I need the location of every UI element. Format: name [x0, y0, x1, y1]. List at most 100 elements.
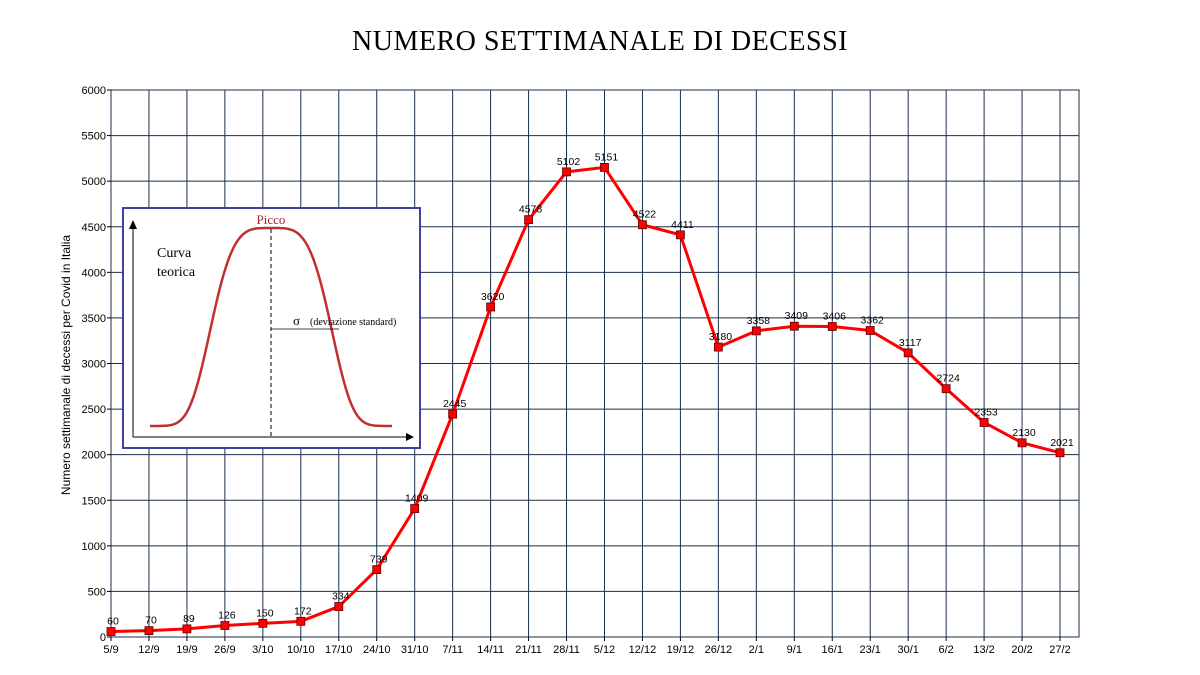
x-tick-label: 31/10: [401, 644, 429, 656]
data-point: [1055, 448, 1065, 458]
data-point: [562, 167, 571, 177]
data-label: 2021: [1050, 437, 1074, 449]
inset-sigma-symbol: σ: [293, 313, 300, 328]
x-tick-label: 26/12: [705, 644, 733, 656]
x-tick-label: 6/2: [938, 644, 953, 656]
x-tick-label: 10/10: [287, 644, 315, 656]
data-point: [751, 326, 761, 336]
chart-title: NUMERO SETTIMANALE DI DECESSI: [352, 26, 848, 57]
inset-x-arrow-icon: [406, 433, 414, 441]
data-point: [789, 321, 799, 331]
y-axis-ticks: 0 500 1000 1500 2000 2500 3000 3500 4000 4500 5000…: [82, 85, 111, 644]
data-point: [220, 621, 230, 630]
data-point: [1017, 438, 1027, 448]
data-label: 4522: [633, 209, 657, 221]
y-tick-label: 4000: [82, 267, 106, 279]
data-label: 3117: [899, 337, 922, 349]
data-labels: 60 70 89 126 150 172 334 739 1409 2445 3620 4578 510…: [107, 151, 1074, 627]
y-tick-label: 1500: [82, 495, 106, 507]
data-point: [372, 565, 382, 575]
data-point: [182, 624, 192, 634]
x-tick-label: 16/1: [822, 644, 843, 656]
data-point: [941, 384, 951, 394]
inset-y-arrow-icon: [129, 220, 137, 229]
data-label: 2724: [936, 373, 960, 385]
x-tick-label: 24/10: [363, 644, 391, 656]
x-tick-label: 14/11: [477, 644, 504, 656]
y-tick-label: 500: [88, 586, 106, 598]
data-label: 3362: [861, 314, 885, 326]
inset-peak-label: Picco: [257, 212, 286, 227]
data-point: [144, 626, 154, 636]
data-point: [827, 322, 837, 331]
x-tick-label: 5/9: [103, 644, 118, 656]
data-point: [638, 220, 647, 230]
data-label: 739: [370, 554, 388, 566]
x-tick-label: 27/2: [1049, 644, 1070, 656]
x-tick-label: 12/12: [629, 644, 657, 656]
x-tick-label: 17/10: [325, 644, 353, 656]
x-axis-ticks: 5/9 12/9 19/9 26/9 3/10 10/10 17/10 24/10 31/10 7…: [103, 637, 1071, 656]
x-tick-label: 26/9: [214, 644, 235, 656]
series-line: [110, 165, 1061, 634]
inset-sigma-label: (deviazione standard): [310, 317, 396, 328]
data-label: 150: [256, 607, 274, 619]
y-tick-label: 1000: [82, 541, 106, 553]
data-point: [410, 504, 420, 513]
inset-title-line-2: teorica: [157, 265, 196, 280]
y-tick-label: 2000: [82, 450, 106, 462]
x-tick-label: 12/9: [138, 644, 159, 656]
inset-theoretical-curve: Picco Curva teorica σ (deviazione standard): [122, 207, 421, 449]
data-point: [713, 342, 723, 352]
x-tick-label: 2/1: [749, 644, 764, 656]
inset-curve: [150, 226, 392, 428]
data-point: [865, 326, 875, 335]
y-tick-label: 5500: [82, 131, 106, 143]
x-tick-label: 7/11: [442, 644, 463, 656]
data-label: 1409: [405, 493, 429, 505]
data-point: [600, 163, 609, 172]
data-point: [979, 418, 989, 427]
y-tick-label: 3500: [82, 313, 106, 325]
data-point: [334, 602, 344, 611]
x-tick-label: 5/12: [594, 644, 615, 656]
y-tick-label: 2500: [82, 404, 106, 416]
data-point: [903, 348, 913, 358]
x-tick-label: 3/10: [252, 644, 273, 656]
y-tick-label: 5000: [82, 176, 106, 188]
data-label: 334: [332, 591, 350, 603]
data-label: 70: [145, 615, 157, 627]
x-tick-label: 13/2: [973, 644, 994, 656]
data-label: 2353: [974, 406, 998, 418]
data-label: 3180: [709, 331, 733, 343]
y-tick-label: 3000: [82, 359, 106, 371]
data-series: [106, 163, 1065, 636]
data-label: 3358: [747, 315, 771, 327]
x-tick-label: 30/1: [897, 644, 918, 656]
x-tick-label: 9/1: [787, 644, 802, 656]
data-label: 3409: [785, 310, 809, 322]
data-point: [296, 616, 306, 626]
data-label: 172: [294, 605, 312, 617]
data-label: 2445: [443, 398, 467, 410]
x-tick-label: 23/1: [860, 644, 881, 656]
data-label: 3406: [823, 310, 847, 322]
y-tick-label: 0: [100, 632, 106, 644]
data-label: 126: [218, 610, 236, 622]
x-tick-label: 28/11: [553, 644, 580, 656]
x-tick-label: 21/11: [515, 644, 542, 656]
data-label: 89: [183, 613, 195, 625]
x-tick-label: 19/9: [176, 644, 197, 656]
y-tick-label: 4500: [82, 222, 106, 234]
data-point: [486, 302, 496, 312]
inset-title-line-1: Curva: [157, 246, 192, 261]
data-label: 4578: [519, 204, 543, 216]
data-point: [524, 215, 533, 225]
data-label: 3620: [481, 291, 505, 303]
data-point: [106, 627, 116, 636]
data-label: 60: [107, 616, 119, 628]
data-label: 4411: [671, 219, 694, 231]
data-point: [448, 409, 458, 419]
data-label: 5151: [595, 151, 619, 163]
